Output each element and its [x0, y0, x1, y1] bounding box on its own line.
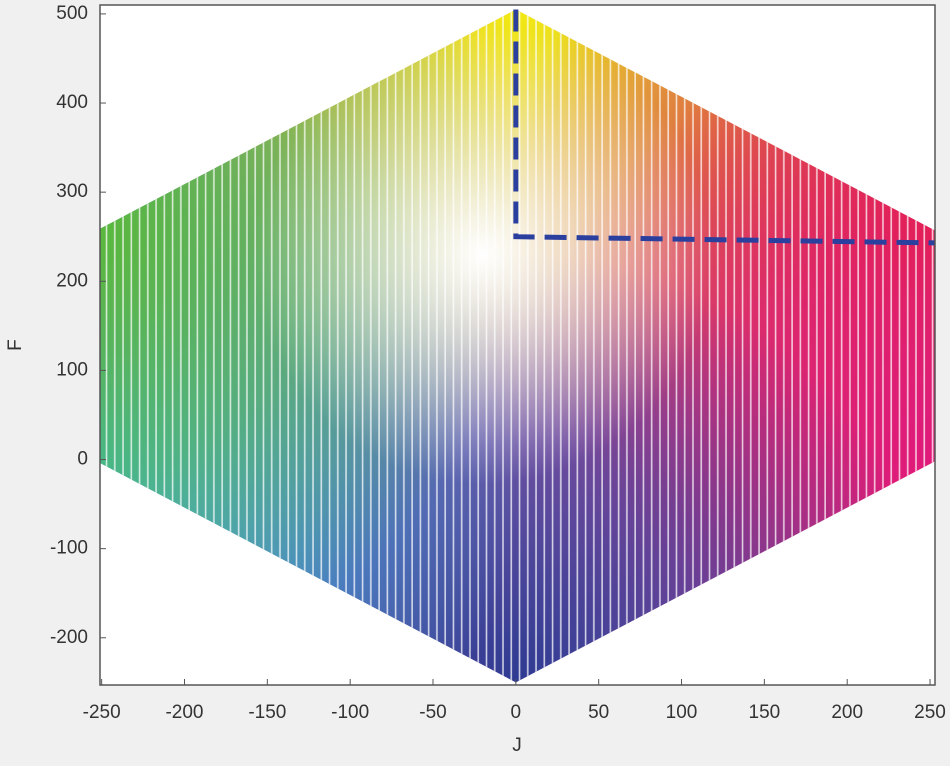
y-tick-label: 300 [56, 181, 88, 202]
x-tick-label: 200 [831, 702, 863, 723]
y-tick-label: -200 [50, 627, 88, 648]
x-tick-label: -150 [248, 702, 286, 723]
x-tick-label: 0 [511, 702, 522, 723]
x-tick-label: 250 [914, 702, 946, 723]
x-tick-label: -100 [331, 702, 369, 723]
x-tick-label: -250 [83, 702, 121, 723]
y-axis-label: F [5, 339, 26, 351]
y-tick-label: 200 [56, 270, 88, 291]
y-tick-label: 0 [77, 449, 88, 470]
x-tick-label: 150 [749, 702, 781, 723]
y-tick-label: 400 [56, 92, 88, 113]
x-tick-label: 50 [588, 702, 609, 723]
y-tick-label: 500 [56, 3, 88, 24]
y-tick-label: 100 [56, 359, 88, 380]
x-tick-label: -50 [419, 702, 446, 723]
plot-frame [99, 4, 936, 686]
y-tick-label: -100 [50, 538, 88, 559]
x-tick-label: 100 [666, 702, 698, 723]
dashed-line [513, 9, 935, 246]
x-axis-label: J [512, 735, 522, 756]
x-tick-label: -200 [165, 702, 203, 723]
